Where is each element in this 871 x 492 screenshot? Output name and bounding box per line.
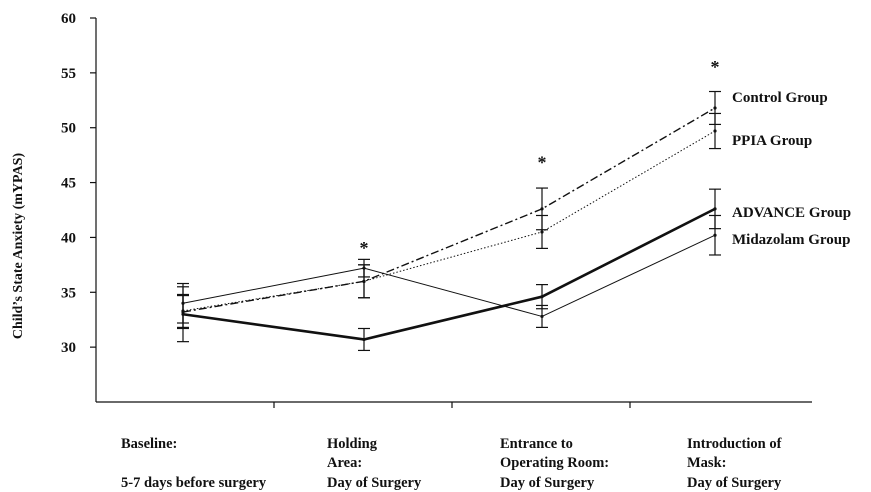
x-category-label: Area: — [327, 455, 362, 471]
series-line — [182, 207, 716, 341]
y-tick-label: 35 — [61, 285, 76, 301]
y-tick-label: 55 — [61, 66, 76, 82]
y-tick-label: 40 — [61, 230, 76, 246]
series-group — [177, 90, 721, 352]
series — [177, 188, 721, 352]
x-category-label: Day of Surgery — [500, 475, 595, 491]
data-point — [362, 279, 366, 283]
series — [177, 90, 721, 330]
series-label: ADVANCE Group — [732, 205, 851, 221]
x-category-label: Entrance to — [500, 436, 573, 452]
data-point — [713, 129, 717, 133]
series-line — [182, 107, 716, 313]
x-category-label: Day of Surgery — [327, 475, 422, 491]
significance-star: * — [711, 57, 720, 77]
significance-markers: * * * — [360, 57, 720, 258]
data-point — [181, 301, 185, 305]
y-tick-label: 60 — [61, 11, 76, 27]
x-category-labels: Baseline: 5-7 days before surgery Holding A… — [121, 436, 782, 491]
x-category-label: 5-7 days before surgery — [121, 475, 267, 491]
y-axis: 30 35 40 45 50 55 60 Child’s State Anxiety (mY… — [11, 11, 97, 402]
x-category-label: Day of Surgery — [687, 475, 782, 491]
data-point — [713, 207, 717, 211]
significance-star: * — [360, 238, 369, 258]
series-label: Control Group — [732, 90, 828, 106]
y-tick-label: 45 — [61, 176, 76, 192]
x-category-label: Mask: — [687, 455, 726, 471]
series-label: Midazolam Group — [732, 232, 850, 248]
series-line — [182, 234, 716, 317]
x-axis: Baseline: 5-7 days before surgery Holding A… — [96, 401, 812, 491]
data-point — [540, 207, 544, 211]
data-point — [540, 314, 544, 319]
y-tick-label: 30 — [61, 340, 76, 356]
y-axis-label: Child’s State Anxiety (mYPAS) — [11, 153, 26, 340]
series — [177, 112, 721, 328]
data-point — [540, 295, 544, 299]
y-tick-label: 50 — [61, 121, 76, 137]
x-ticks — [273, 402, 631, 408]
x-category-label: Introduction of — [687, 436, 782, 452]
data-point — [713, 233, 717, 237]
data-point — [362, 337, 366, 342]
series-labels: Control Group PPIA Group ADVANCE Group Mida… — [732, 90, 851, 248]
y-ticks: 30 35 40 45 50 55 60 — [61, 11, 96, 356]
x-category-label: Baseline: — [121, 436, 177, 452]
significance-star: * — [538, 152, 547, 172]
x-category-label: Holding — [327, 436, 378, 452]
series-line — [182, 130, 716, 312]
x-category-label: Operating Room: — [500, 455, 609, 471]
data-point — [713, 106, 717, 110]
series-label: PPIA Group — [732, 133, 812, 149]
data-point — [540, 230, 544, 234]
data-point — [362, 266, 366, 270]
series — [177, 214, 721, 328]
